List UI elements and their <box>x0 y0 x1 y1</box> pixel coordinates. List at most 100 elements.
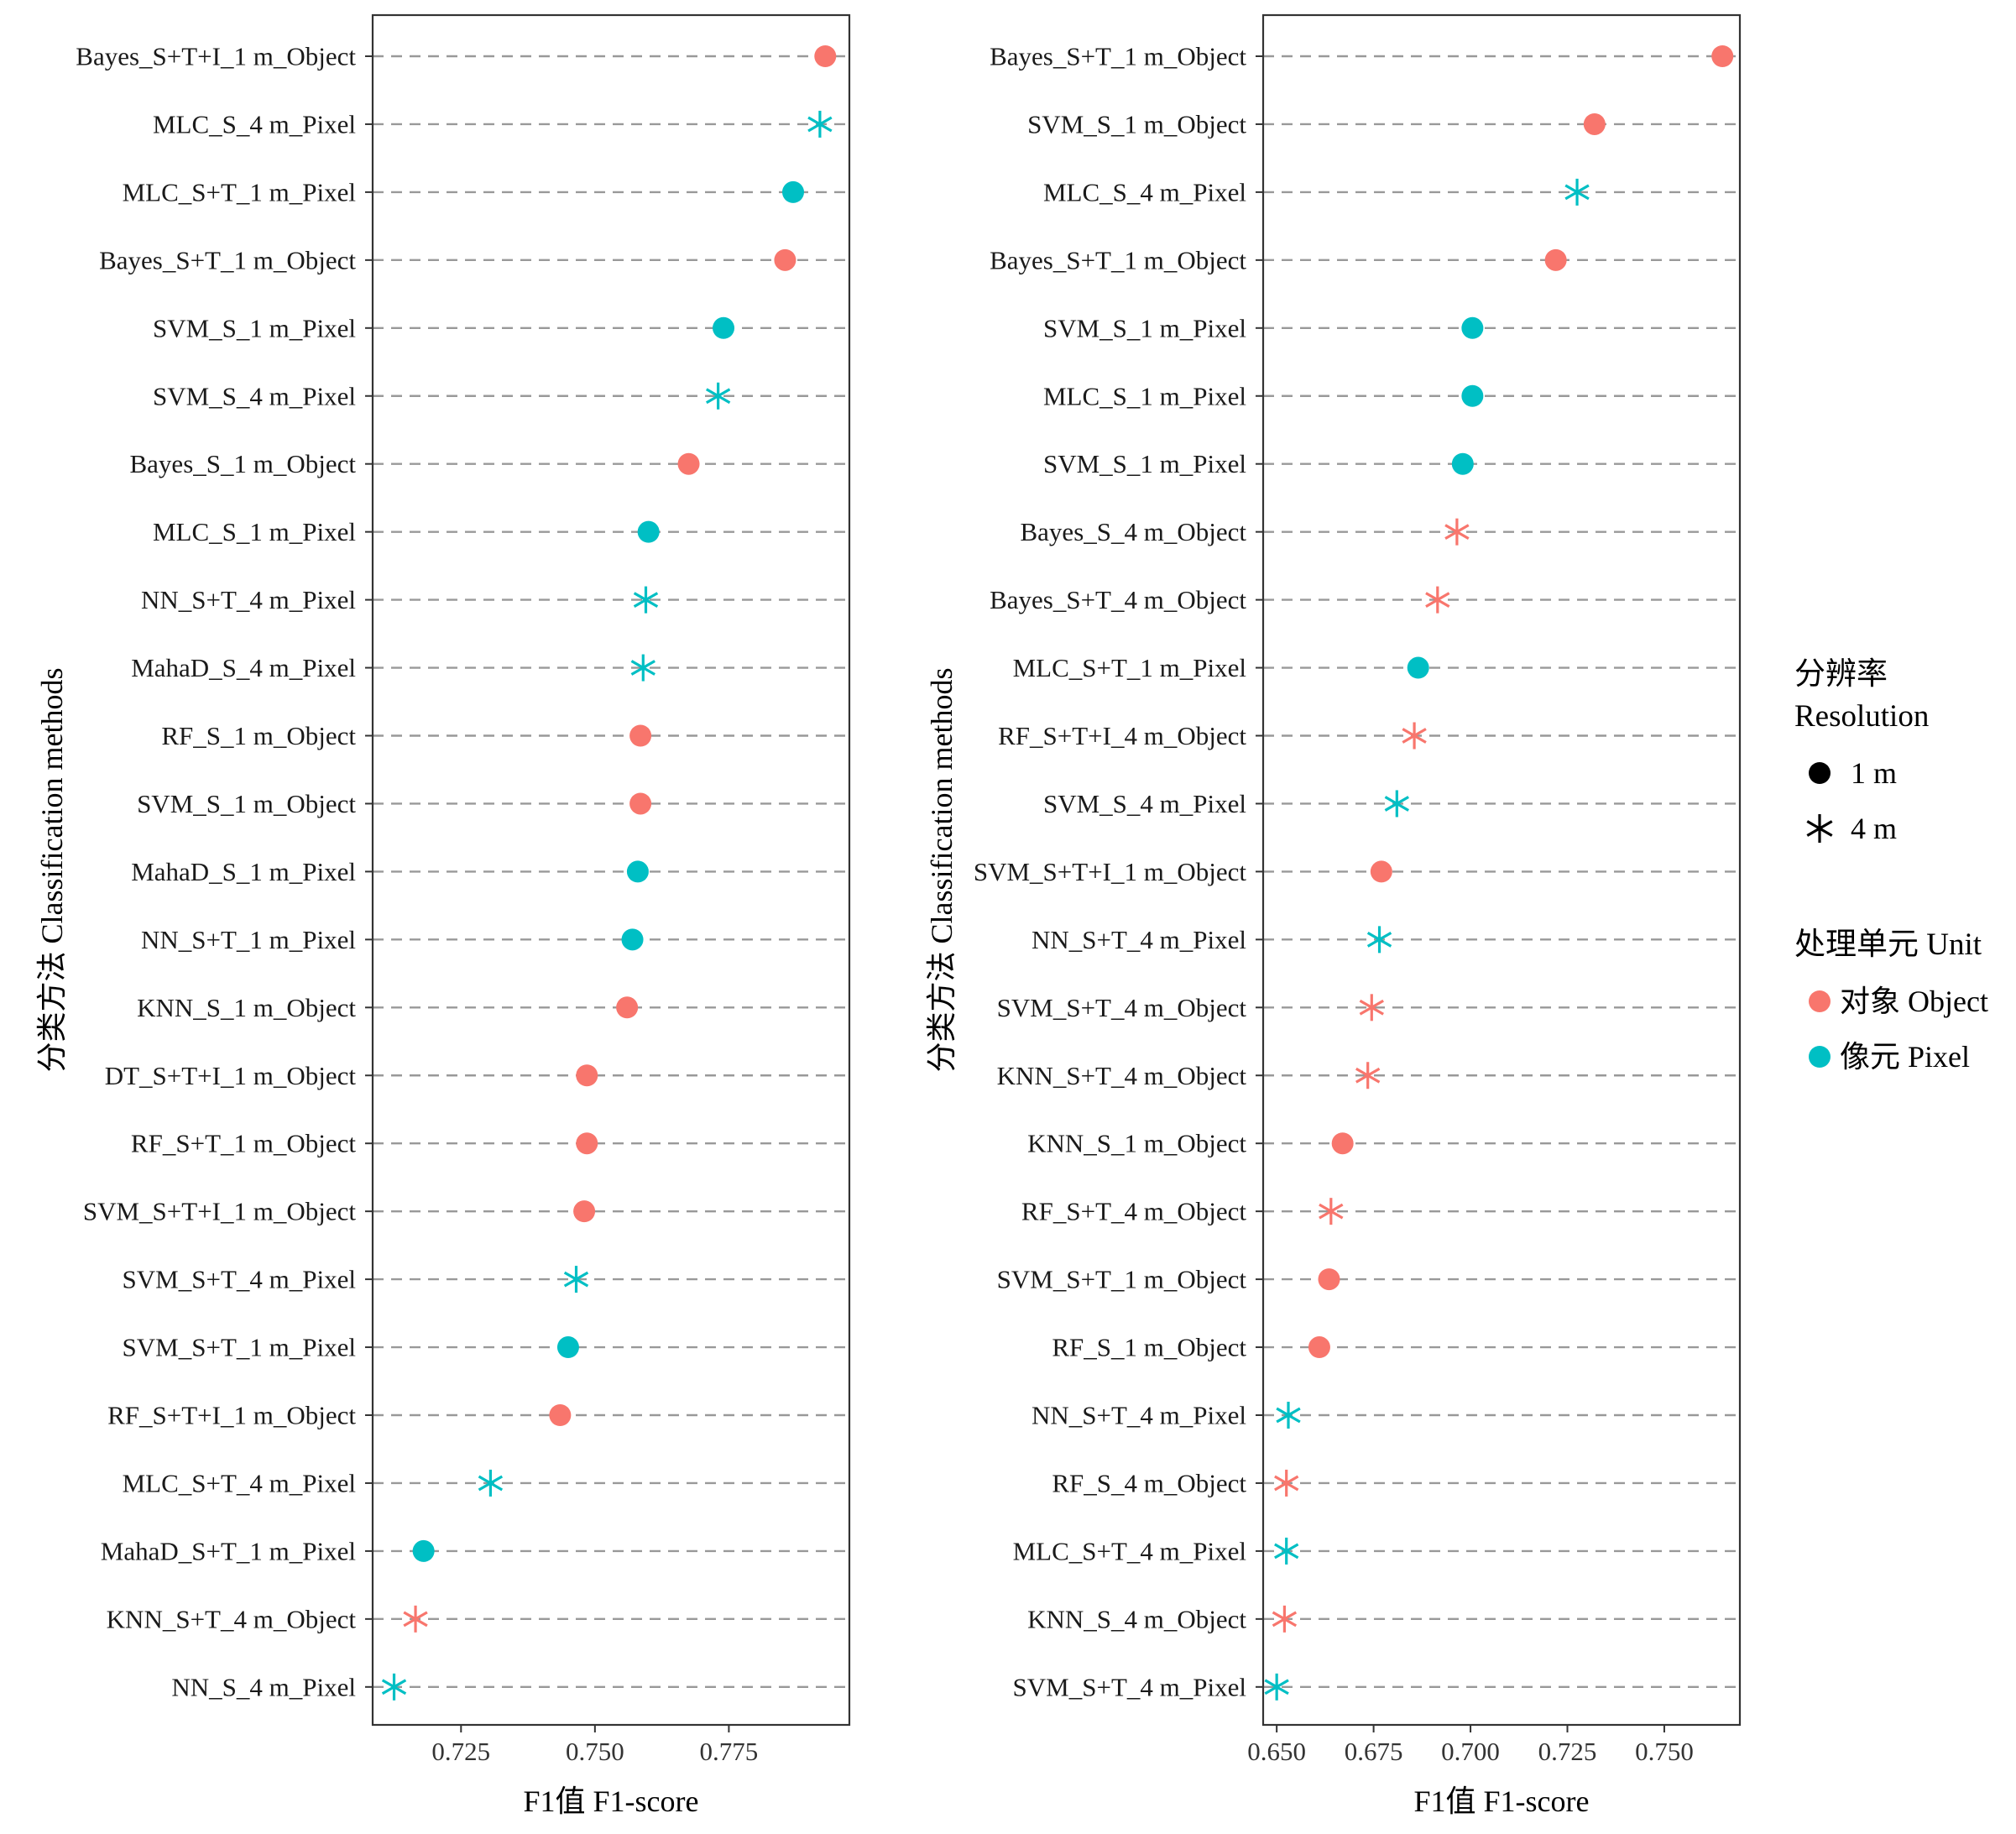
data-point-4m <box>1444 518 1470 546</box>
data-point-1m <box>616 996 639 1019</box>
legend-label: 对象 Object <box>1840 985 1988 1018</box>
data-point-1m <box>1711 45 1734 67</box>
category-label: MLC_S+T_4 m_Pixel <box>1013 1536 1246 1565</box>
data-point-1m <box>629 724 652 747</box>
legend-key-pixel <box>1809 1046 1831 1068</box>
data-point-1m <box>1331 1132 1354 1155</box>
data-point-1m <box>629 792 652 815</box>
data-point-1m <box>1318 1268 1340 1291</box>
category-label: MLC_S_4 m_Pixel <box>1043 177 1246 206</box>
legend-unit-title: 处理单元 Unit <box>1794 927 1982 962</box>
data-point-1m <box>576 1132 598 1155</box>
data-point-1m <box>621 928 644 951</box>
category-label: KNN_S+T_4 m_Object <box>107 1604 357 1633</box>
x-tick-label: 0.650 <box>1247 1737 1306 1766</box>
category-label: MLC_S_1 m_Pixel <box>153 517 356 546</box>
category-label: NN_S+T_4 m_Pixel <box>1032 925 1246 954</box>
x-tick-label: 0.725 <box>1538 1737 1597 1766</box>
legend-resolution-subtitle: Resolution <box>1794 699 1929 734</box>
category-label: RF_S+T_1 m_Object <box>131 1129 356 1158</box>
data-point-1m <box>713 316 735 339</box>
data-point-1m <box>1544 248 1567 271</box>
category-label: SVM_S_1 m_Pixel <box>153 313 356 342</box>
category-label: SVM_S+T_1 m_Pixel <box>123 1333 356 1362</box>
category-label: SVM_S_1 m_Object <box>137 789 356 818</box>
data-point-4m <box>807 110 833 138</box>
category-label: RF_S+T+I_1 m_Object <box>107 1401 356 1430</box>
data-point-4m <box>630 654 655 682</box>
x-tick-label: 0.700 <box>1441 1737 1500 1766</box>
category-label: RF_S+T_4 m_Object <box>1021 1197 1246 1226</box>
category-label: MLC_S_4 m_Pixel <box>153 109 356 138</box>
category-label: MLC_S+T_1 m_Pixel <box>1013 653 1246 682</box>
data-point-1m <box>1461 384 1484 407</box>
legend-resolution-title: 分辨率 <box>1794 656 1888 692</box>
category-label: SVM_S_1 m_Pixel <box>1043 449 1246 478</box>
data-point-4m <box>381 1673 407 1701</box>
category-label: Bayes_S+T_1 m_Object <box>990 42 1246 71</box>
y-axis-title: 分类方法 Classification methods <box>925 668 958 1073</box>
data-point-4m <box>1274 1469 1299 1497</box>
category-label: RF_S_4 m_Object <box>1052 1468 1246 1497</box>
legend: 分辨率 Resolution 1 m 4 m 处理单元 Unit 对象 Object 像元 … <box>1794 656 1988 1074</box>
data-point-1m <box>1370 860 1392 883</box>
data-point-4m <box>1359 994 1384 1022</box>
data-point-1m <box>781 180 804 203</box>
data-point-4m <box>563 1266 589 1293</box>
data-point-1m <box>556 1336 579 1359</box>
category-label: RF_S+T+I_4 m_Object <box>998 721 1246 750</box>
data-point-4m <box>633 586 659 614</box>
category-label: MLC_S+T_4 m_Pixel <box>123 1468 356 1497</box>
data-point-1m <box>637 520 660 543</box>
y-axis-title: 分类方法 Classification methods <box>35 668 69 1073</box>
data-point-1m <box>1583 112 1606 135</box>
category-label: SVM_S_1 m_Object <box>1027 109 1246 138</box>
data-point-1m <box>549 1404 572 1426</box>
data-point-1m <box>573 1200 596 1223</box>
category-label: MahaD_S_4 m_Pixel <box>131 653 356 682</box>
category-label: MahaD_S_1 m_Pixel <box>131 857 356 886</box>
category-label: SVM_S+T+I_1 m_Object <box>83 1197 357 1226</box>
data-point-4m <box>1272 1605 1298 1633</box>
legend-label: 4 m <box>1851 812 1897 845</box>
data-point-4m <box>1319 1198 1344 1225</box>
category-label: SVM_S+T_4 m_Pixel <box>123 1265 356 1294</box>
category-label: Bayes_S_1 m_Object <box>130 449 357 478</box>
category-label: SVM_S_4 m_Pixel <box>153 381 356 410</box>
data-point-1m <box>1451 452 1474 475</box>
panel-frame <box>371 13 851 1727</box>
legend-key-object <box>1809 990 1831 1012</box>
data-point-4m <box>1425 586 1450 614</box>
category-label: SVM_S+T_1 m_Object <box>997 1265 1247 1294</box>
data-point-1m <box>1308 1336 1330 1359</box>
category-label: DT_S+T+I_1 m_Object <box>105 1061 357 1090</box>
data-point-4m <box>705 382 731 410</box>
left-chart-panel: Bayes_S+T+I_1 m_Object MLC_S_4 m_Pixel MLC… <box>35 13 851 1818</box>
category-label: Bayes_S+T_4 m_Object <box>990 585 1246 614</box>
category-label: MLC_S+T_1 m_Pixel <box>123 177 356 206</box>
data-point-4m <box>1274 1537 1299 1565</box>
legend-label: 像元 Pixel <box>1840 1040 1970 1074</box>
data-point-1m <box>774 248 796 271</box>
legend-key-4m <box>1806 814 1833 843</box>
category-label: MahaD_S+T_1 m_Pixel <box>101 1536 356 1565</box>
category-label: NN_S+T_1 m_Pixel <box>141 925 356 954</box>
category-label: KNN_S_1 m_Object <box>1027 1129 1246 1158</box>
x-tick-label: 0.750 <box>1635 1737 1694 1766</box>
category-label: NN_S_4 m_Pixel <box>171 1672 356 1701</box>
data-point-1m <box>1461 316 1484 339</box>
category-label: KNN_S_1 m_Object <box>137 993 356 1022</box>
category-label: Bayes_S+T+I_1 m_Object <box>76 42 356 71</box>
data-point-1m <box>677 452 700 475</box>
data-point-4m <box>403 1605 428 1633</box>
x-tick-label: 0.775 <box>700 1737 759 1766</box>
data-point-4m <box>1264 1673 1289 1701</box>
category-label: RF_S_1 m_Object <box>1052 1333 1246 1362</box>
category-label: SVM_S_1 m_Pixel <box>1043 313 1246 342</box>
x-tick-label: 0.725 <box>431 1737 490 1766</box>
panel-frame <box>1261 13 1742 1727</box>
data-point-4m <box>1384 790 1409 818</box>
category-label: Bayes_S+T_1 m_Object <box>99 245 356 274</box>
category-label: SVM_S+T+I_1 m_Object <box>974 857 1247 886</box>
